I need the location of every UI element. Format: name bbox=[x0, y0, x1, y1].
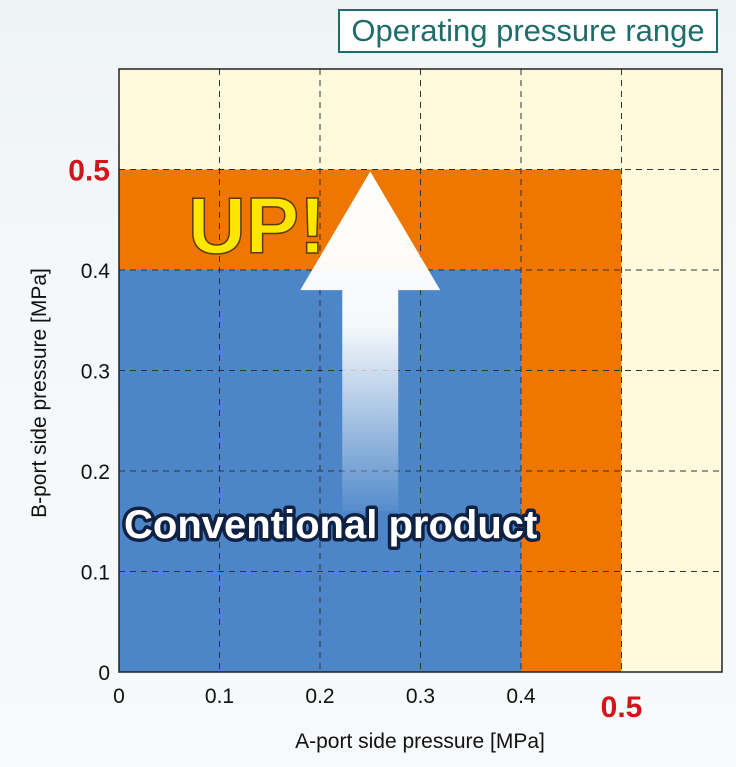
y-tick-label: 0.3 bbox=[81, 361, 110, 384]
y-tick-label: 0.2 bbox=[81, 461, 110, 484]
x-tick-label: 0.4 bbox=[506, 685, 536, 708]
x-tick-label: 0.1 bbox=[205, 685, 234, 708]
y-axis-label: B-port side pressure [MPa] bbox=[28, 268, 51, 518]
conventional-product-label: Conventional product bbox=[124, 503, 537, 547]
page-title: Operating pressure range bbox=[338, 9, 718, 53]
up-annotation: UP! bbox=[188, 181, 326, 270]
plot-frame bbox=[118, 68, 723, 673]
y-tick-label: 0 bbox=[98, 662, 110, 685]
y-highlight-label: 0.5 bbox=[68, 155, 110, 188]
y-tick-label: 0.4 bbox=[81, 260, 111, 283]
x-highlight-label: 0.5 bbox=[601, 691, 643, 724]
x-axis-label: A-port side pressure [MPa] bbox=[295, 730, 545, 753]
y-tick-label: 0.1 bbox=[81, 562, 110, 585]
x-tick-label: 0.2 bbox=[305, 685, 334, 708]
x-tick-label: 0.3 bbox=[406, 685, 435, 708]
up-arrow bbox=[300, 171, 441, 512]
x-tick-label: 0 bbox=[113, 685, 125, 708]
